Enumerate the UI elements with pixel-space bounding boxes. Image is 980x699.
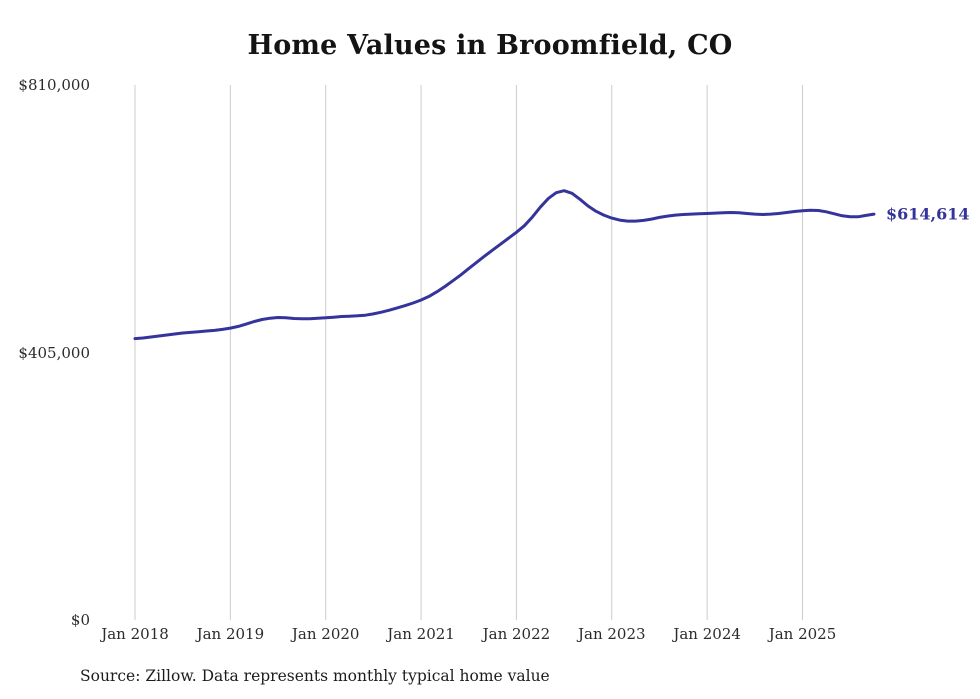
y-tick-label: $405,000: [18, 343, 90, 362]
value-line: [133, 189, 876, 341]
x-tick-label: Jan 2022: [482, 625, 551, 643]
x-tick-label: Jan 2020: [291, 625, 360, 643]
gridlines: [134, 85, 803, 620]
x-tick-label: Jan 2018: [101, 625, 169, 643]
source-note: Source: Zillow. Data represents monthly …: [80, 667, 550, 685]
y-tick-label: $0: [70, 611, 90, 629]
x-tick-label: Jan 2023: [577, 625, 646, 643]
y-tick-label: $810,000: [18, 76, 90, 94]
end-value-label: $614,614: [886, 204, 970, 224]
x-tick-label: Jan 2024: [673, 625, 741, 643]
x-tick-label: Jan 2025: [768, 625, 837, 643]
x-tick-label: Jan 2019: [196, 625, 265, 643]
x-tick-label: Jan 2021: [387, 625, 455, 643]
chart-title: Home Values in Broomfield, CO: [247, 30, 733, 61]
